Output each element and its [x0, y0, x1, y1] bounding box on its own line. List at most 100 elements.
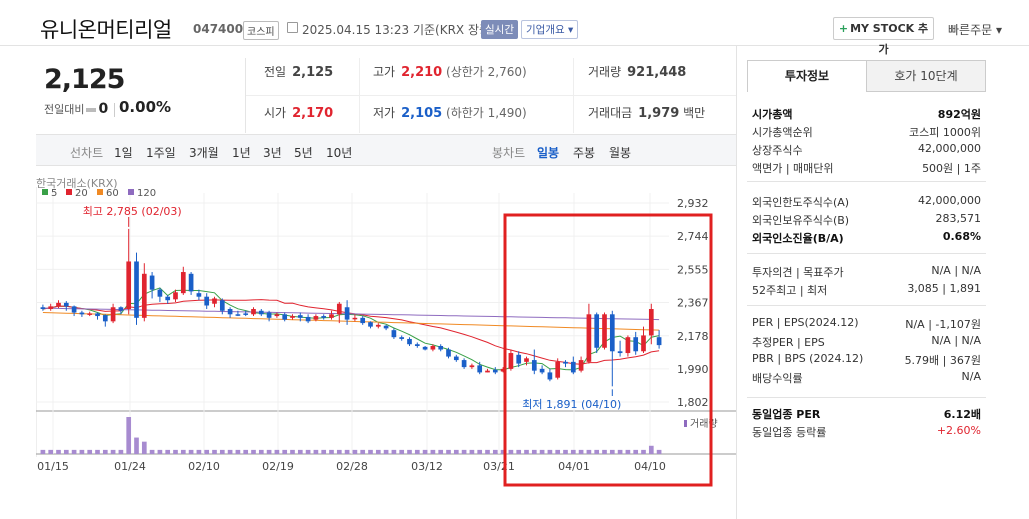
high-price: 고가 2,210 (상한가 2,760)	[373, 65, 527, 80]
volume-bar	[141, 441, 147, 454]
volume-bar	[453, 449, 459, 454]
candle-body	[430, 345, 436, 350]
candle-monthly[interactable]: 월봉	[609, 146, 632, 160]
volume-bar	[446, 449, 451, 454]
volume-bar	[305, 449, 311, 454]
period-5y[interactable]: 5년	[294, 146, 313, 160]
candle-body	[157, 289, 163, 297]
candle-daily[interactable]: 일봉	[537, 146, 560, 160]
info-row: 동일업종 등락률 +2.60%	[752, 424, 981, 442]
info-row: 상장주식수 42,000,000	[752, 142, 981, 160]
candle-body	[251, 309, 256, 315]
volume-bar	[563, 449, 568, 454]
period-1y[interactable]: 1년	[232, 146, 251, 160]
info-key: 외국인한도주식수(A)	[752, 196, 850, 209]
candle-body	[438, 345, 444, 350]
candle-body	[102, 315, 108, 322]
volume-bar	[485, 449, 490, 454]
chart-canvas: 01/15 01/24 02/10 02/19 02/28 03/12 03/21 04/01…	[36, 177, 736, 487]
candle-body	[453, 356, 459, 361]
info-key: 동일업종 등락률	[752, 426, 827, 439]
volume-bar	[625, 449, 631, 454]
volume-bar	[329, 449, 334, 454]
clock-icon	[287, 22, 298, 33]
quick-order-link[interactable]: 빠른주문 ▾	[948, 23, 1003, 37]
candle-body	[508, 353, 514, 369]
volume-bar	[469, 449, 475, 454]
candle-body	[352, 317, 358, 320]
tab-orderbook[interactable]: 호가 10단계	[866, 60, 986, 92]
datetime-text: 2025.04.15 13:23 기준(KRX 장중)	[302, 23, 495, 37]
corp-overview-button[interactable]: 기업개요 ▾	[521, 20, 579, 39]
candle-body	[297, 315, 303, 318]
candle-body	[469, 365, 475, 368]
legend-label: 5	[51, 188, 57, 199]
low-price: 저가 2,105 (하한가 1,490)	[373, 106, 527, 121]
info-value: 3,085 | 1,891	[907, 282, 981, 295]
summary-grid: 전일 2,125 고가 2,210 (상한가 2,760) 거래량 921,448 시…	[246, 58, 736, 133]
info-key: 외국인보유주식수(B)	[752, 214, 850, 227]
add-mystock-button[interactable]: + MY STOCK 추가	[833, 17, 934, 56]
info-row: 추정PER | EPS N/A | N/A	[752, 334, 981, 352]
period-3y[interactable]: 3년	[263, 146, 282, 160]
candle-body	[118, 307, 124, 311]
volume-bar	[173, 449, 178, 454]
volume-bar	[95, 449, 100, 454]
volume-bar	[414, 449, 420, 454]
info-value: 500원 | 1주	[922, 162, 981, 175]
legend-label: 20	[75, 188, 88, 199]
candle-body	[258, 310, 264, 315]
volume-bar	[243, 449, 249, 454]
stock-name: 유니온머티리얼	[40, 18, 172, 42]
period-3m[interactable]: 3개월	[189, 146, 219, 160]
volume-bar	[399, 449, 405, 454]
period-1w[interactable]: 1주일	[146, 146, 176, 160]
candle-body	[336, 303, 342, 315]
candle-body	[539, 368, 545, 373]
candle-body	[329, 314, 334, 318]
candle-body	[71, 306, 77, 313]
volume-bar	[63, 449, 69, 454]
period-10y[interactable]: 10년	[326, 146, 353, 160]
candle-weekly[interactable]: 주봉	[573, 146, 596, 160]
candle-body	[485, 370, 490, 373]
volume-bar	[430, 449, 436, 454]
volume-bar	[360, 449, 366, 454]
x-tick-label: 03/12	[411, 460, 443, 473]
volume-bar	[204, 449, 210, 454]
candle-body	[196, 293, 202, 297]
info-value: 892억원	[937, 108, 981, 121]
candle-body	[594, 314, 600, 348]
price-chart[interactable]: 01/15 01/24 02/10 02/19 02/28 03/12 03/21 04/01…	[36, 167, 736, 519]
candle-body	[422, 346, 428, 350]
candle-body	[165, 296, 171, 301]
volume-bar	[266, 449, 272, 454]
volume-legend-swatch	[684, 420, 687, 427]
legend-label: 120	[137, 188, 156, 199]
x-tick-label: 03/21	[483, 460, 515, 473]
info-key: 동일업종 PER	[752, 408, 821, 421]
volume-bar	[110, 449, 116, 454]
candle-body	[360, 317, 366, 324]
info-value: N/A | N/A	[931, 264, 981, 277]
stock-code: 047400	[193, 22, 244, 36]
candle-body	[633, 337, 639, 352]
tab-invest-info[interactable]: 투자정보	[747, 60, 867, 92]
y-tick-label: 2,932	[677, 197, 709, 210]
candle-body	[321, 316, 327, 318]
page-header: 유니온머티리얼 047400 코스피 2025.04.15 13:23 기준(K…	[0, 0, 1029, 56]
volume-bar	[586, 449, 592, 454]
volume-bar	[438, 449, 444, 454]
period-bar: 선차트 1일 1주일 3개월 1년 3년 5년 10년 봉차트 일봉 주봉 월봉	[36, 134, 736, 166]
info-panel: 투자정보 호가 10단계 시가총액 892억원 시가총액순위 코스피 1000위 상장주…	[747, 60, 986, 460]
legend-swatch	[66, 189, 72, 195]
candle-body	[243, 313, 249, 315]
volume-bar	[368, 449, 373, 454]
volume-bar	[282, 449, 288, 454]
info-key: 상장주식수	[752, 144, 803, 157]
volume-bar	[477, 449, 483, 454]
volume-bar	[602, 449, 607, 454]
candle-body	[368, 322, 373, 327]
period-1d[interactable]: 1일	[114, 146, 133, 160]
volume-bar	[391, 449, 397, 454]
